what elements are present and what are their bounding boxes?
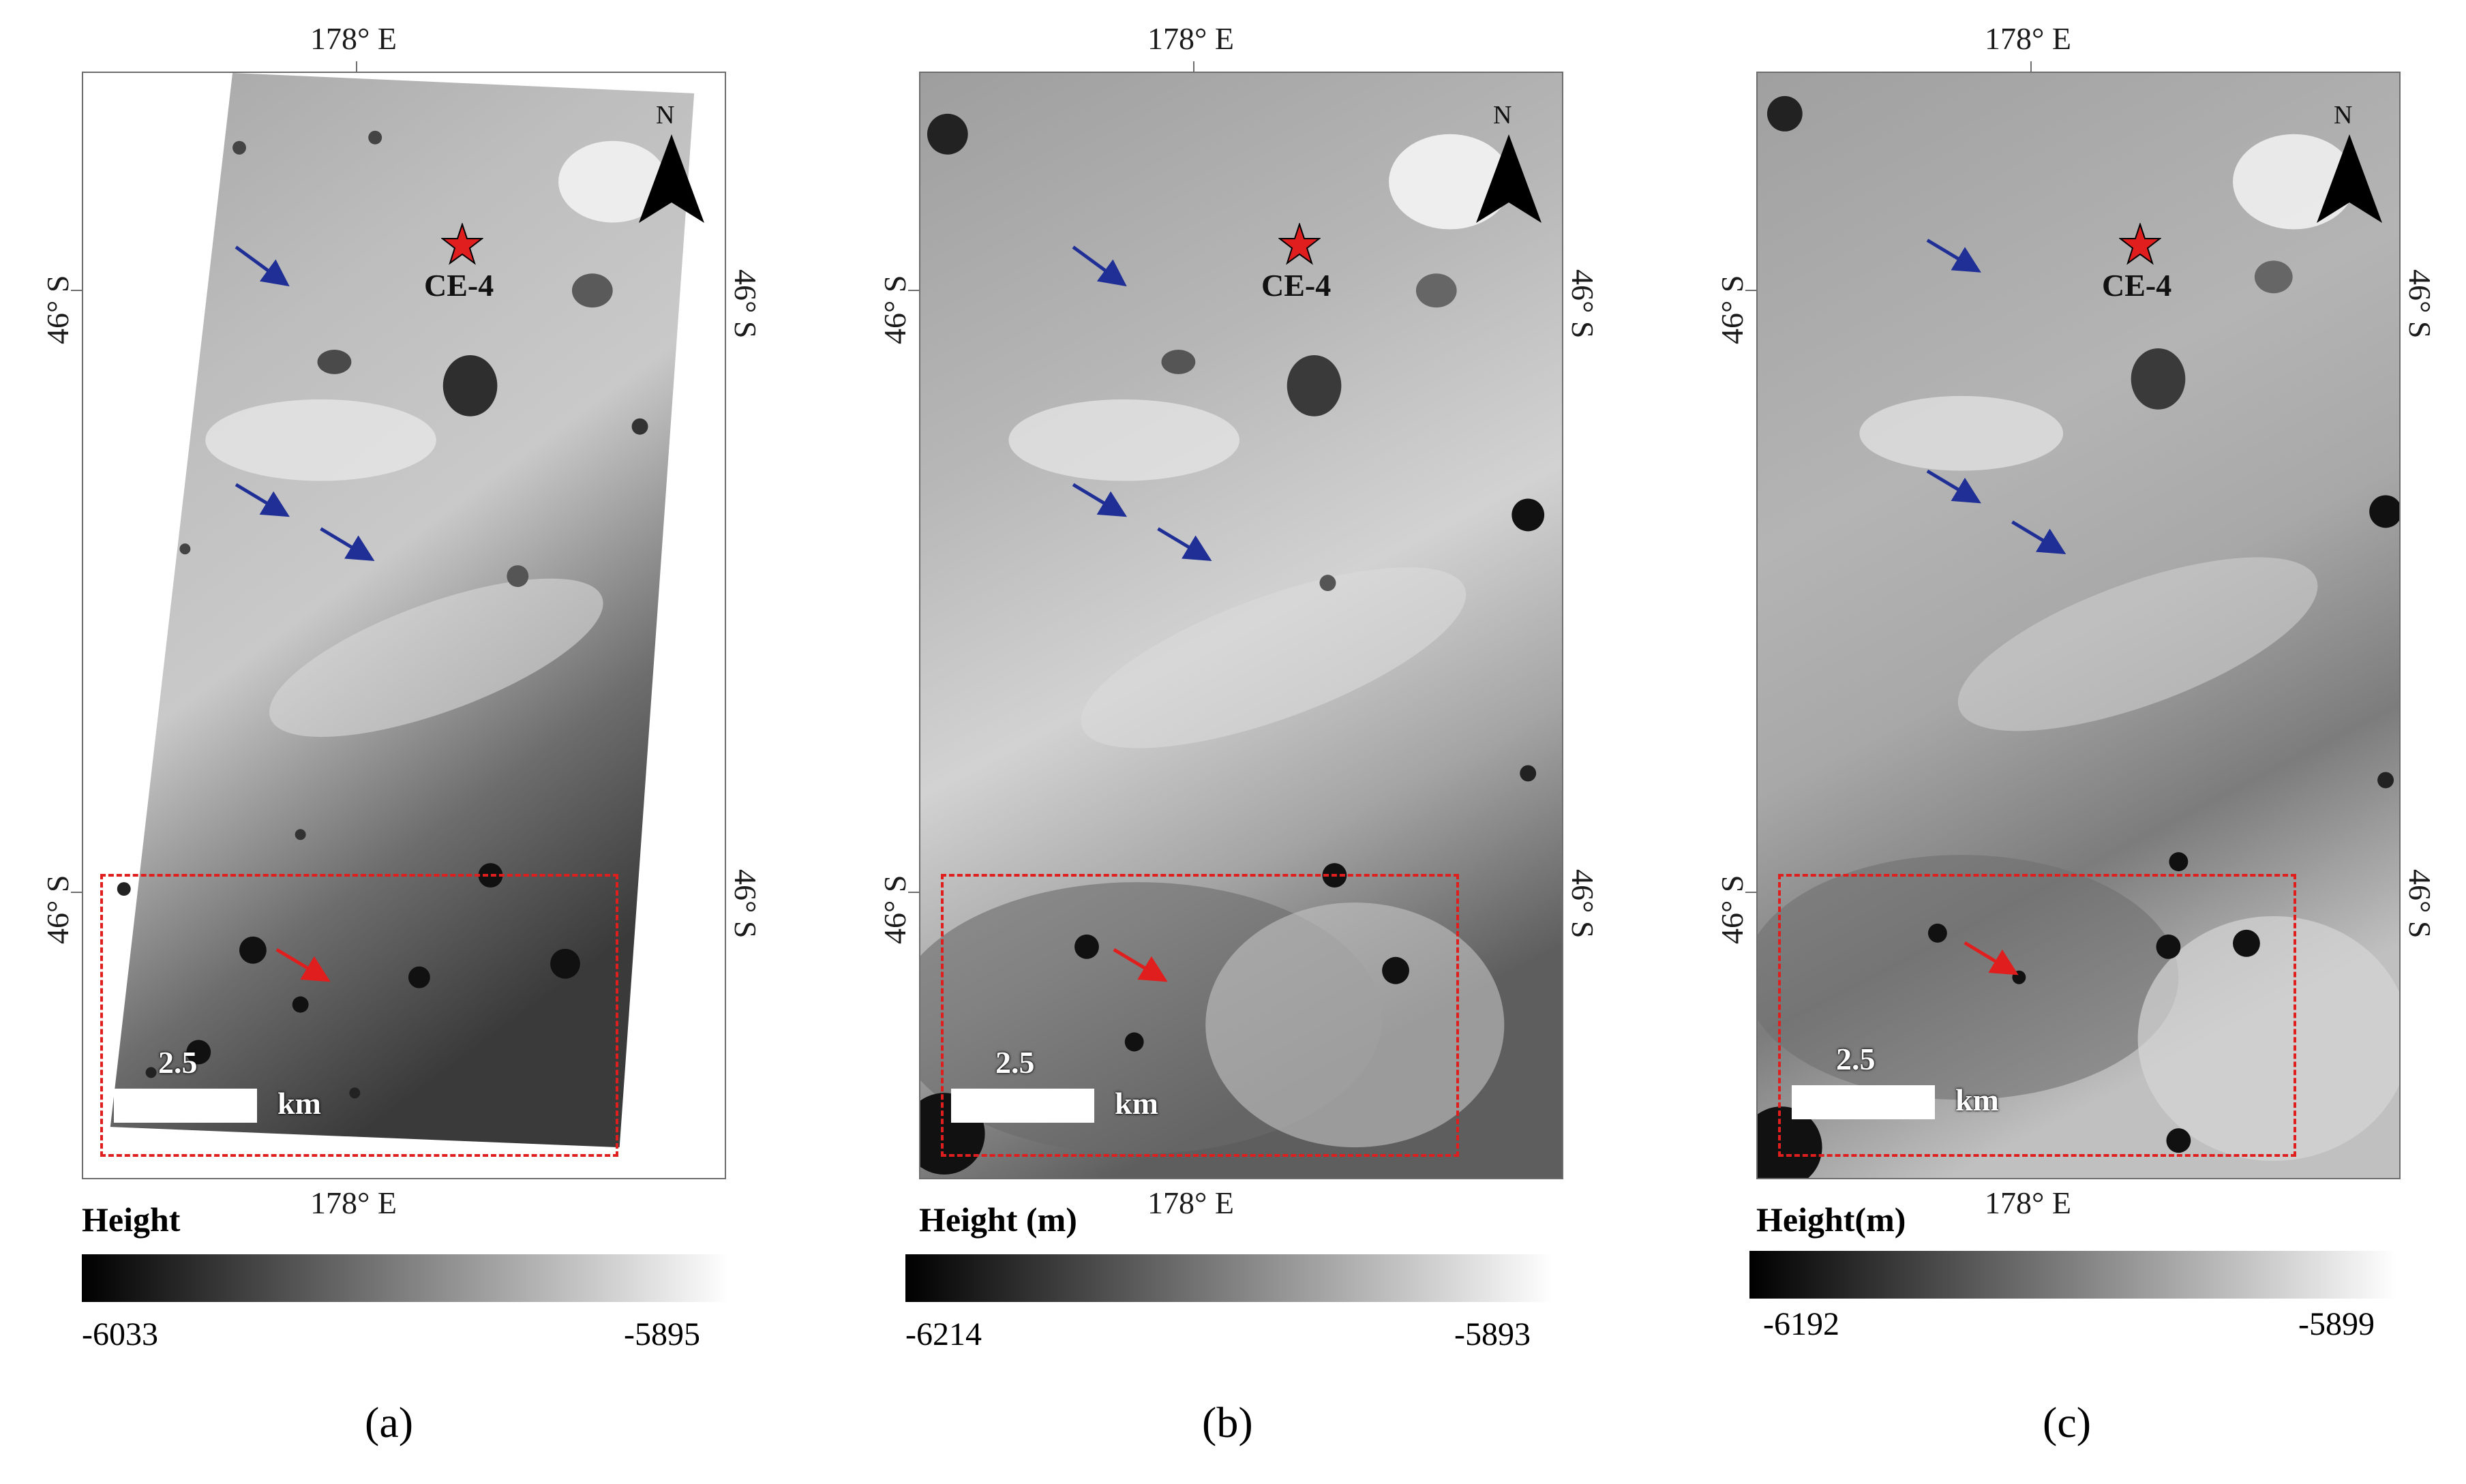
scale-value: 2.5	[995, 1045, 1035, 1080]
bottom-longitude-label: 178° E	[310, 1185, 397, 1220]
right-latitude-lower: 46° S	[1565, 869, 1600, 939]
legend-min: -6192	[1763, 1306, 1839, 1342]
left-tick-upper	[1745, 290, 1756, 291]
colorbar	[905, 1254, 1553, 1302]
dem-map-frame: CE-4 N 2.5 km	[919, 72, 1563, 1179]
top-longitude-label: 178° E	[1985, 21, 2071, 56]
left-latitude-lower: 46° S	[40, 875, 75, 944]
north-label: N	[2334, 101, 2353, 130]
scale-value: 2.5	[1836, 1042, 1876, 1076]
left-latitude-upper: 46° S	[1715, 275, 1749, 344]
scale-unit: km	[1955, 1082, 1999, 1117]
panel-b: 178° E 46° S 46° S	[837, 0, 1600, 1484]
landing-site-label: CE-4	[2102, 268, 2172, 303]
panel-a: 178° E 46° S 46° S	[0, 0, 763, 1484]
legend-title: Height	[82, 1200, 181, 1239]
legend-max: -5895	[624, 1316, 700, 1352]
north-arrow-icon	[1476, 134, 1542, 223]
north-arrow-icon	[2317, 134, 2382, 223]
top-longitude-label: 178° E	[310, 21, 397, 56]
scale-value: 2.5	[158, 1045, 198, 1080]
left-tick-lower	[1745, 892, 1756, 893]
legend-max: -5893	[1454, 1316, 1531, 1352]
landing-site-label: CE-4	[1261, 268, 1332, 303]
legend-min: -6033	[82, 1316, 158, 1352]
bottom-longitude-label: 178° E	[1985, 1185, 2071, 1220]
colorbar	[1749, 1251, 2397, 1299]
terrain-image	[110, 73, 695, 1148]
scale-unit: km	[1115, 1086, 1158, 1121]
panel-label: (a)	[365, 1398, 414, 1447]
scale-bar	[951, 1089, 1094, 1123]
left-latitude-upper: 46° S	[40, 275, 75, 344]
left-latitude-lower: 46° S	[877, 875, 912, 944]
landing-site-label: CE-4	[424, 268, 494, 303]
right-latitude-upper: 46° S	[1565, 269, 1600, 339]
right-latitude-upper: 46° S	[728, 269, 763, 339]
scale-unit: km	[277, 1086, 321, 1121]
left-tick-lower	[71, 892, 82, 893]
colorbar	[82, 1254, 730, 1302]
panel-label: (b)	[1202, 1398, 1253, 1447]
left-latitude-lower: 46° S	[1715, 875, 1749, 944]
landing-site-star-icon	[440, 222, 484, 265]
scale-bar	[114, 1089, 257, 1123]
top-tick	[356, 61, 357, 72]
left-latitude-upper: 46° S	[877, 275, 912, 344]
top-longitude-label: 178° E	[1147, 21, 1234, 56]
left-tick-upper	[71, 290, 82, 291]
north-label: N	[1493, 101, 1512, 130]
panel-label: (c)	[2043, 1398, 2092, 1447]
legend-max: -5899	[2298, 1306, 2375, 1342]
top-tick	[1193, 61, 1194, 72]
terrain-image	[920, 73, 1562, 1178]
top-tick	[2030, 61, 2032, 72]
terrain-image	[1758, 73, 2399, 1178]
north-arrow-icon	[639, 134, 704, 223]
dem-map-frame: CE-4 N 2.5 km	[82, 72, 726, 1179]
scale-bar	[1792, 1085, 1935, 1119]
right-latitude-upper: 46° S	[2403, 269, 2437, 339]
bottom-longitude-label: 178° E	[1147, 1185, 1234, 1220]
legend-title: Height (m)	[919, 1200, 1077, 1239]
legend-min: -6214	[905, 1316, 982, 1352]
landing-site-star-icon	[2118, 222, 2162, 265]
north-label: N	[656, 101, 675, 130]
region-of-interest-box	[100, 874, 618, 1157]
region-of-interest-box	[941, 874, 1459, 1157]
landing-site-star-icon	[1278, 222, 1321, 265]
right-latitude-lower: 46° S	[728, 869, 763, 939]
right-latitude-lower: 46° S	[2403, 869, 2437, 939]
dem-map-frame: CE-4 N 2.5 km	[1756, 72, 2401, 1179]
left-tick-lower	[908, 892, 919, 893]
panel-c: 178° E 46° S 46° S	[1674, 0, 2437, 1484]
left-tick-upper	[908, 290, 919, 291]
legend-title: Height(m)	[1756, 1200, 1906, 1239]
region-of-interest-box	[1778, 874, 2296, 1157]
